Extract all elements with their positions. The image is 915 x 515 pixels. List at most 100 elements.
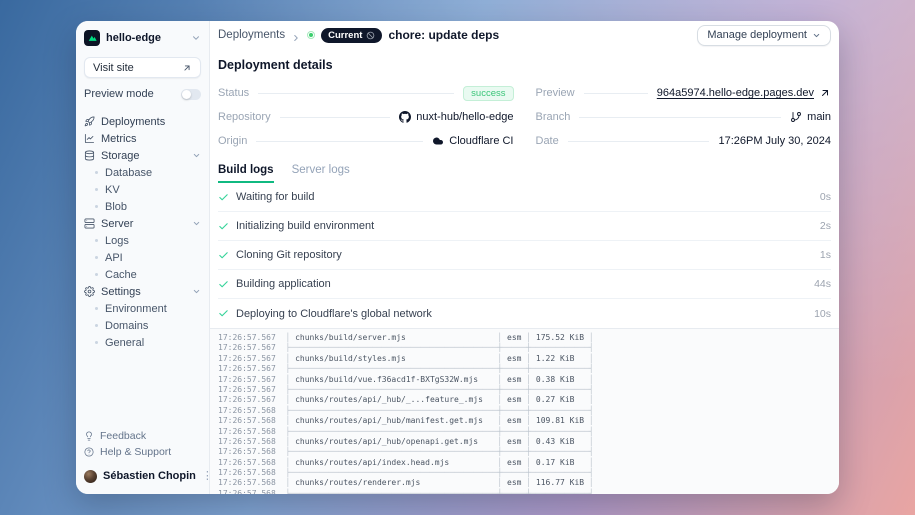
manage-deployment-button[interactable]: Manage deployment bbox=[697, 24, 831, 46]
log-timestamp: 17:26:57.567 bbox=[218, 343, 276, 353]
sidebar-subitem-general[interactable]: General bbox=[84, 334, 201, 351]
build-step-deploying-to-cloudflare-s-global-network[interactable]: Deploying to Cloudflare's global network… bbox=[218, 299, 831, 328]
sidebar-item-storage[interactable]: Storage bbox=[84, 147, 201, 164]
bullet-icon bbox=[95, 307, 98, 310]
build-step-label: Initializing build environment bbox=[236, 220, 375, 232]
log-line: 17:26:57.568 ├──────────────────────────… bbox=[218, 426, 594, 436]
field-label: Date bbox=[535, 135, 559, 147]
external-link-icon[interactable] bbox=[819, 87, 831, 99]
kebab-menu-icon[interactable]: ⋮ bbox=[201, 469, 213, 482]
log-timestamp: 17:26:57.567 bbox=[218, 395, 276, 405]
breadcrumb-deployments[interactable]: Deployments bbox=[218, 29, 286, 41]
sidebar-footer: Feedback Help & Support bbox=[84, 428, 201, 460]
log-timestamp: 17:26:57.567 bbox=[218, 384, 276, 394]
log-timestamp: 17:26:57.568 bbox=[218, 468, 276, 478]
sidebar-subitem-database[interactable]: Database bbox=[84, 164, 201, 181]
success-badge: success bbox=[463, 85, 514, 101]
user-menu[interactable]: Sébastien Chopin ⋮ bbox=[84, 466, 213, 486]
app-window: hello-edge Visit site Preview mode Deplo… bbox=[76, 21, 839, 494]
sidebar-item-help-support[interactable]: Help & Support bbox=[84, 444, 201, 460]
sidebar-subitem-blob[interactable]: Blob bbox=[84, 198, 201, 215]
log-line: 17:26:57.568 │ chunks/routes/api/_hub/op… bbox=[218, 436, 594, 446]
log-timestamp: 17:26:57.568 bbox=[218, 426, 276, 436]
sidebar: hello-edge Visit site Preview mode Deplo… bbox=[76, 21, 213, 494]
log-line: 17:26:57.568 ├──────────────────────────… bbox=[218, 468, 594, 478]
sidebar-subitem-cache[interactable]: Cache bbox=[84, 266, 201, 283]
build-step-initializing-build-environment[interactable]: Initializing build environment 2s bbox=[218, 212, 831, 241]
cloud-icon bbox=[432, 135, 444, 147]
log-timestamp: 17:26:57.568 bbox=[218, 488, 276, 494]
sidebar-item-label: Settings bbox=[101, 285, 141, 298]
log-timestamp: 17:26:57.568 bbox=[218, 478, 276, 488]
log-line: 17:26:57.567 ├──────────────────────────… bbox=[218, 364, 594, 374]
deployment-title: chore: update deps bbox=[388, 28, 500, 42]
check-icon bbox=[218, 221, 229, 232]
build-step-waiting-for-build[interactable]: Waiting for build 0s bbox=[218, 183, 831, 212]
bullet-icon bbox=[95, 188, 98, 191]
sidebar-item-settings[interactable]: Settings bbox=[84, 283, 201, 300]
field-divider bbox=[579, 116, 782, 118]
sidebar-subitem-label: General bbox=[105, 336, 145, 349]
sidebar-subitem-domains[interactable]: Domains bbox=[84, 317, 201, 334]
tab-build-logs[interactable]: Build logs bbox=[218, 159, 274, 183]
current-badge: Current bbox=[321, 27, 383, 43]
tab-server-logs[interactable]: Server logs bbox=[291, 164, 350, 176]
log-tabs: Build logs Server logs bbox=[218, 159, 831, 183]
log-line: 17:26:57.567 ├──────────────────────────… bbox=[218, 343, 594, 353]
deployment-details: Status success Preview 964a5974.hello-edge.… bbox=[218, 81, 831, 153]
build-step-cloning-git-repository[interactable]: Cloning Git repository 1s bbox=[218, 241, 831, 270]
build-log-output[interactable]: 17:26:57.567 │ chunks/build/server.mjs │… bbox=[210, 328, 839, 494]
sidebar-subitem-label: Database bbox=[105, 166, 153, 179]
sidebar-item-feedback[interactable]: Feedback bbox=[84, 428, 201, 444]
field-divider bbox=[256, 140, 424, 142]
field-value: nuxt-hub/hello-edge bbox=[416, 111, 514, 123]
build-steps: Waiting for build 0s Initializing build en… bbox=[218, 183, 831, 328]
field-divider bbox=[279, 116, 391, 118]
chevron-down-icon bbox=[812, 31, 821, 40]
gitbranch-icon bbox=[790, 111, 802, 123]
field-divider bbox=[258, 92, 455, 94]
field-branch: Branch main bbox=[536, 105, 832, 129]
log-line: 17:26:57.568 ├──────────────────────────… bbox=[218, 489, 839, 494]
log-timestamp: 17:26:57.568 bbox=[218, 416, 276, 426]
field-preview: Preview 964a5974.hello-edge.pages.dev bbox=[536, 81, 832, 105]
sidebar-item-server[interactable]: Server bbox=[84, 215, 201, 232]
sidebar-item-deployments[interactable]: Deployments bbox=[84, 113, 201, 130]
sidebar-subitem-kv[interactable]: KV bbox=[84, 181, 201, 198]
github-icon bbox=[399, 111, 412, 123]
build-step-duration: 0s bbox=[819, 191, 831, 203]
field-label: Preview bbox=[535, 87, 575, 99]
sidebar-subitem-environment[interactable]: Environment bbox=[84, 300, 201, 317]
field-label: Origin bbox=[218, 135, 248, 147]
log-timestamp: 17:26:57.568 bbox=[218, 457, 276, 467]
sidebar-subitem-label: API bbox=[105, 251, 123, 264]
user-name: Sébastien Chopin bbox=[103, 470, 196, 482]
sidebar-item-metrics[interactable]: Metrics bbox=[84, 130, 201, 147]
visit-site-button[interactable]: Visit site bbox=[84, 57, 201, 78]
sidebar-subitem-api[interactable]: API bbox=[84, 249, 201, 266]
deployment-live-dot bbox=[307, 31, 316, 39]
bullet-icon bbox=[95, 205, 98, 208]
log-line: 17:26:57.568 ├──────────────────────────… bbox=[218, 405, 594, 415]
project-selector[interactable]: hello-edge bbox=[84, 28, 201, 48]
preview-link[interactable]: 964a5974.hello-edge.pages.dev bbox=[656, 87, 814, 99]
build-step-building-application[interactable]: Building application 44s bbox=[218, 270, 831, 299]
log-timestamp: 17:26:57.568 bbox=[218, 447, 276, 457]
sidebar-subitem-logs[interactable]: Logs bbox=[84, 232, 201, 249]
database-icon bbox=[84, 150, 95, 161]
log-line: 17:26:57.568 │ chunks/routes/api/index.h… bbox=[218, 457, 594, 467]
field-label: Repository bbox=[218, 111, 271, 123]
help-icon bbox=[84, 447, 94, 457]
field-status: Status success bbox=[218, 81, 514, 105]
avatar bbox=[84, 469, 97, 483]
field-value: Cloudflare CI bbox=[449, 135, 514, 147]
log-line: 17:26:57.567 ├──────────────────────────… bbox=[218, 384, 594, 394]
sidebar-nav: Deployments Metrics Storage Database KV Blob S… bbox=[84, 113, 201, 351]
bullet-icon bbox=[95, 324, 98, 327]
preview-mode-row: Preview mode bbox=[84, 83, 201, 105]
arrow-up-right-icon bbox=[182, 63, 192, 73]
sidebar-item-label: Help & Support bbox=[100, 446, 172, 458]
log-line: 17:26:57.567 │ chunks/build/vue.f36acd1f… bbox=[218, 374, 594, 384]
preview-mode-toggle[interactable] bbox=[181, 88, 201, 100]
log-line: 17:26:57.568 │ chunks/routes/api/_hub/ma… bbox=[218, 416, 594, 426]
